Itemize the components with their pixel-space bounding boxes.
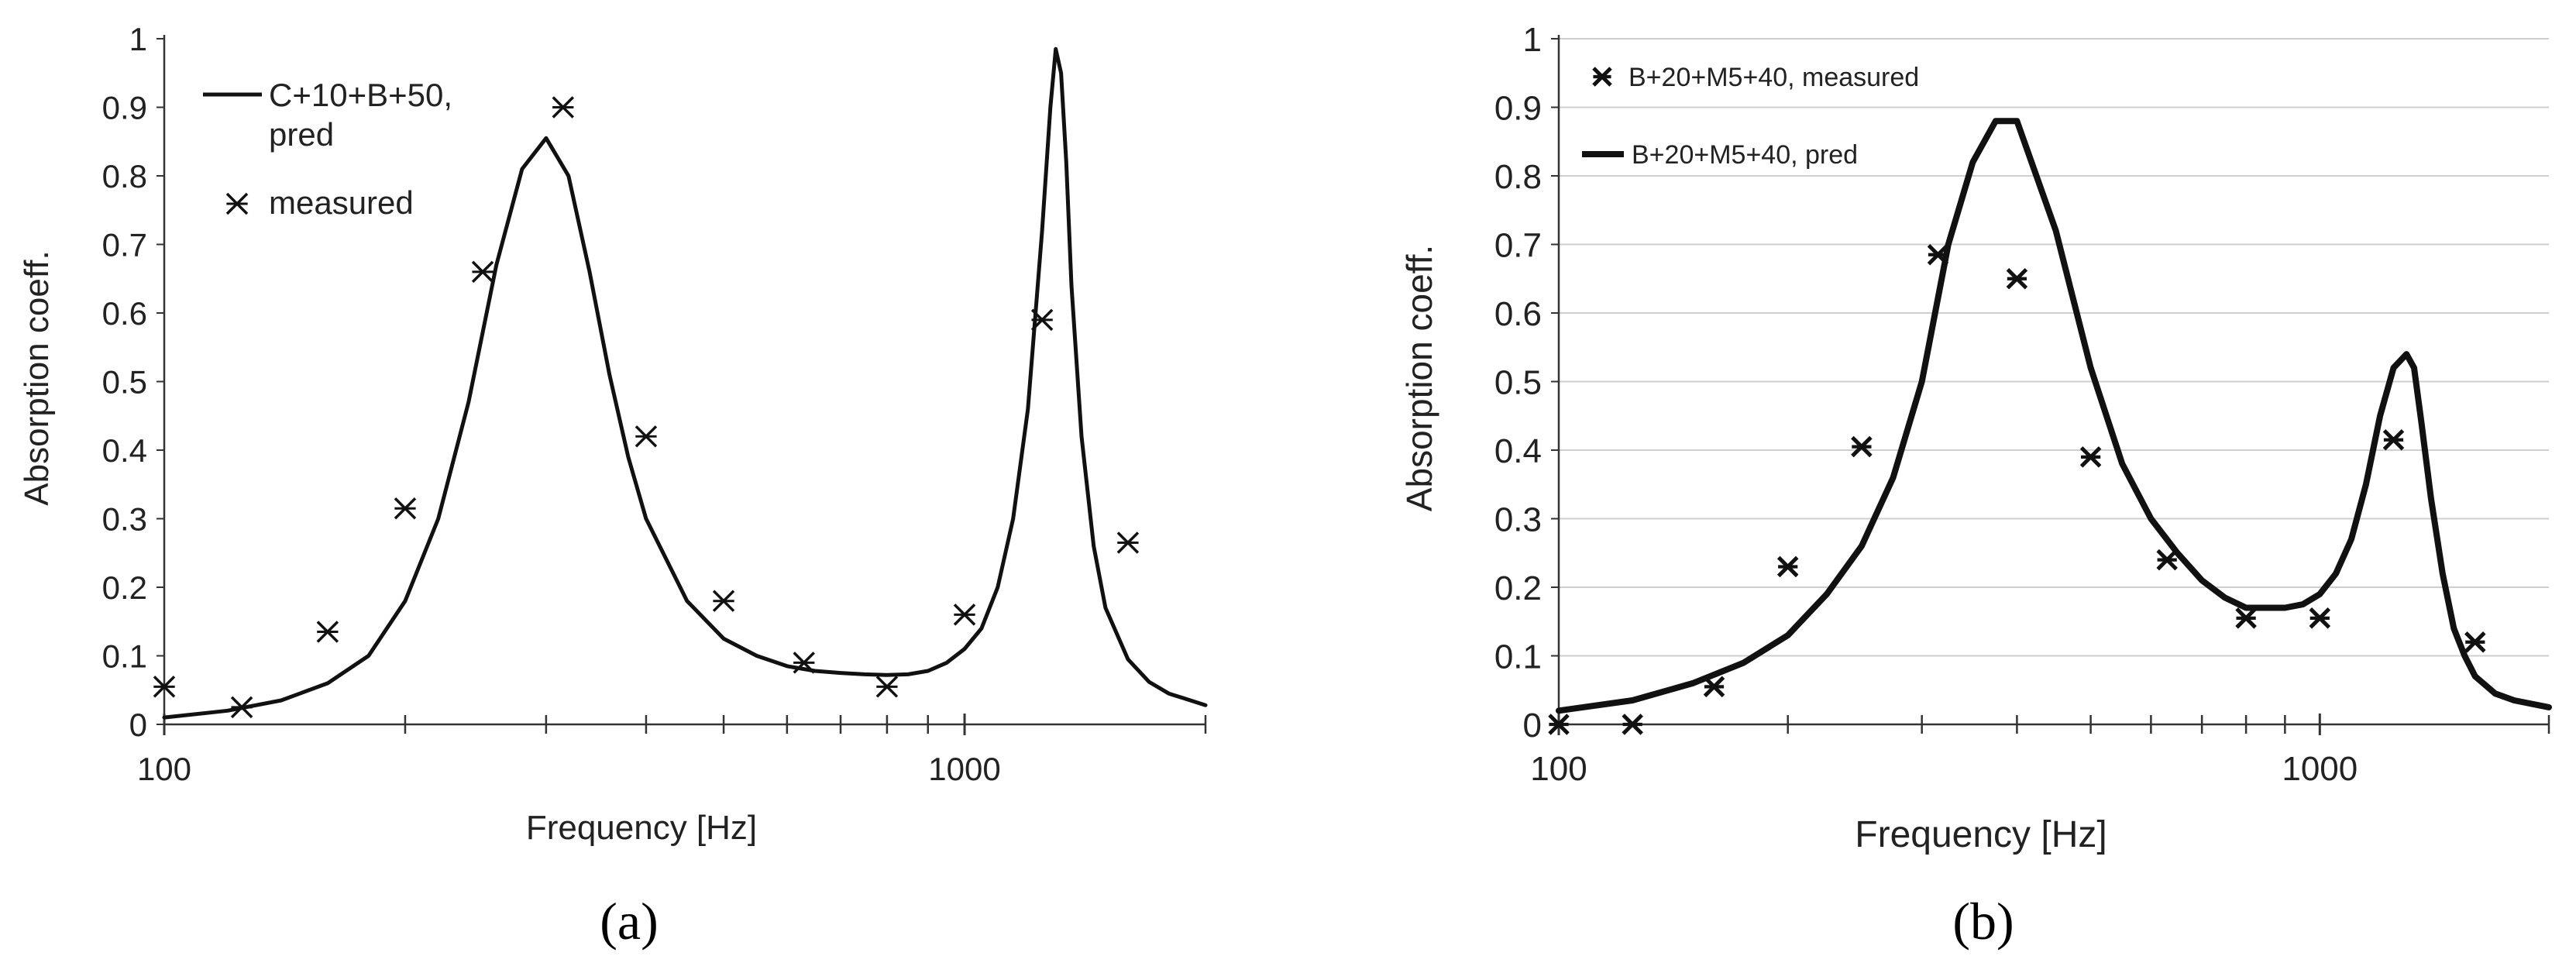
panel-b-y-tick-label: 0.2 <box>1494 569 1542 607</box>
panel-a-measured-point <box>793 652 815 674</box>
panel-a-x-axis-title: Frequency [Hz] <box>526 809 757 847</box>
panel-b-legend-marker-swatch <box>1592 67 1612 87</box>
panel-b-predicted-curve <box>1556 118 2552 714</box>
panel-b-measured-point <box>1703 676 1725 698</box>
panel-b-y-axis-title: Absorption coeff. <box>1399 245 1439 511</box>
panel-b-y-tick-label: 0 <box>1523 707 1542 745</box>
panel-b-legend: B+20+M5+40, measured B+20+M5+40, pred <box>1582 63 1919 170</box>
panel-b-measured-point <box>2079 446 2102 468</box>
panel-b-measured-point <box>2006 267 2028 290</box>
panel-a-predicted-curve <box>162 46 1208 720</box>
panel-a-y-tick-label: 0.7 <box>102 227 147 263</box>
panel-b-measured-point <box>1776 555 1799 578</box>
panel-a-measured-point <box>875 676 899 698</box>
panel-a-measured-point <box>1116 531 1140 554</box>
panel-a-y-tick-label: 0 <box>129 707 147 743</box>
panel-a-label: (a) <box>600 892 658 951</box>
panel-a-measured-point <box>635 425 658 448</box>
panel-a-legend-marker-glyph <box>225 192 249 215</box>
panel-b-measured-point <box>2156 549 2178 571</box>
panel-a-legend: C+10+B+50, pred measured <box>203 77 452 221</box>
panel-b-y-tick-label: 0.9 <box>1494 89 1542 127</box>
panel-a-measured-point <box>712 590 735 612</box>
panel-a-measured-point <box>316 621 339 643</box>
panel-b-chart: 0 0.1 0.2 0.3 0.4 0.5 0.6 0.7 0.8 0.9 1 100 1000 Fre… <box>1399 21 2552 951</box>
panel-a-y-tick-label: 0.3 <box>102 501 147 538</box>
panel-a-measured-point <box>153 676 176 698</box>
panel-a-measured-point <box>1030 308 1054 332</box>
panel-b-measured-point <box>2309 607 2331 629</box>
panel-b-measured-point <box>1622 714 1643 735</box>
panel-b-measured-point <box>1927 244 1949 266</box>
panel-b-measured-point <box>2464 631 2486 653</box>
panel-b-legend-label-measured: B+20+M5+40, measured <box>1628 63 1919 92</box>
panel-a-y-tick-label: 1 <box>129 21 147 57</box>
panel-a-y-tick-label: 0.6 <box>102 295 147 332</box>
panel-b-legend-label-pred: B+20+M5+40, pred <box>1632 140 1858 170</box>
panel-a-measured-point <box>230 696 253 719</box>
panel-a-x-tick-label: 1000 <box>928 751 1000 787</box>
panel-b-measured-point <box>1548 714 1570 735</box>
panel-b-x-tick-label: 100 <box>1530 750 1587 788</box>
panel-b-measured-point <box>2382 428 2405 451</box>
panel-a-y-tick-label: 0.9 <box>102 90 147 126</box>
panel-b-measured-point <box>1851 435 1873 458</box>
panel-b-label: (b) <box>1952 892 2014 951</box>
panel-a-legend-marker-swatch <box>225 192 249 215</box>
panel-a-y-tick-label: 0.8 <box>102 158 147 194</box>
panel-a-y-tick-label: 0.2 <box>102 569 147 606</box>
panel-b-y-tick-label: 0.6 <box>1494 295 1542 333</box>
panel-a-legend-label-measured: measured <box>269 184 414 221</box>
panel-a-y-tick-label: 0.1 <box>102 638 147 675</box>
panel-b-x-axis-title: Frequency [Hz] <box>1855 814 2107 855</box>
panel-b-measured-point <box>2235 607 2257 629</box>
panel-a-y-axis-title: Absorption coeff. <box>18 250 56 505</box>
panel-b-legend-marker-glyph <box>1592 67 1612 87</box>
panel-a-chart: 0 0.1 0.2 0.3 0.4 0.5 0.6 0.7 0.8 0.9 1 100 1000 Fre… <box>18 21 1208 951</box>
panel-b-y-tick-label: 0.3 <box>1494 500 1542 538</box>
panel-a-y-tick-label: 0.5 <box>102 364 147 401</box>
panel-a-measured-point <box>394 497 417 520</box>
panel-a-measured-point <box>552 96 575 119</box>
panel-a-measured-point <box>953 604 976 626</box>
panel-a-legend-label-pred-line2: pred <box>269 116 334 153</box>
panel-b-y-tick-label: 0.7 <box>1494 226 1542 264</box>
panel-b-x-tick-label: 1000 <box>2282 750 2358 788</box>
panel-b-y-tick-label: 1 <box>1523 21 1542 59</box>
panel-a-x-tick-label: 100 <box>137 751 191 787</box>
panel-b-y-tick-label: 0.4 <box>1494 432 1542 470</box>
panel-a-y-tick-label: 0.4 <box>102 432 147 469</box>
panel-b-y-tick-label: 0.8 <box>1494 158 1542 196</box>
panel-b-y-tick-label: 0.1 <box>1494 638 1542 676</box>
panel-a-measured-point <box>471 260 494 284</box>
panel-a-legend-label-pred-line1: C+10+B+50, <box>269 77 452 113</box>
panel-b-y-tick-label: 0.5 <box>1494 363 1542 401</box>
